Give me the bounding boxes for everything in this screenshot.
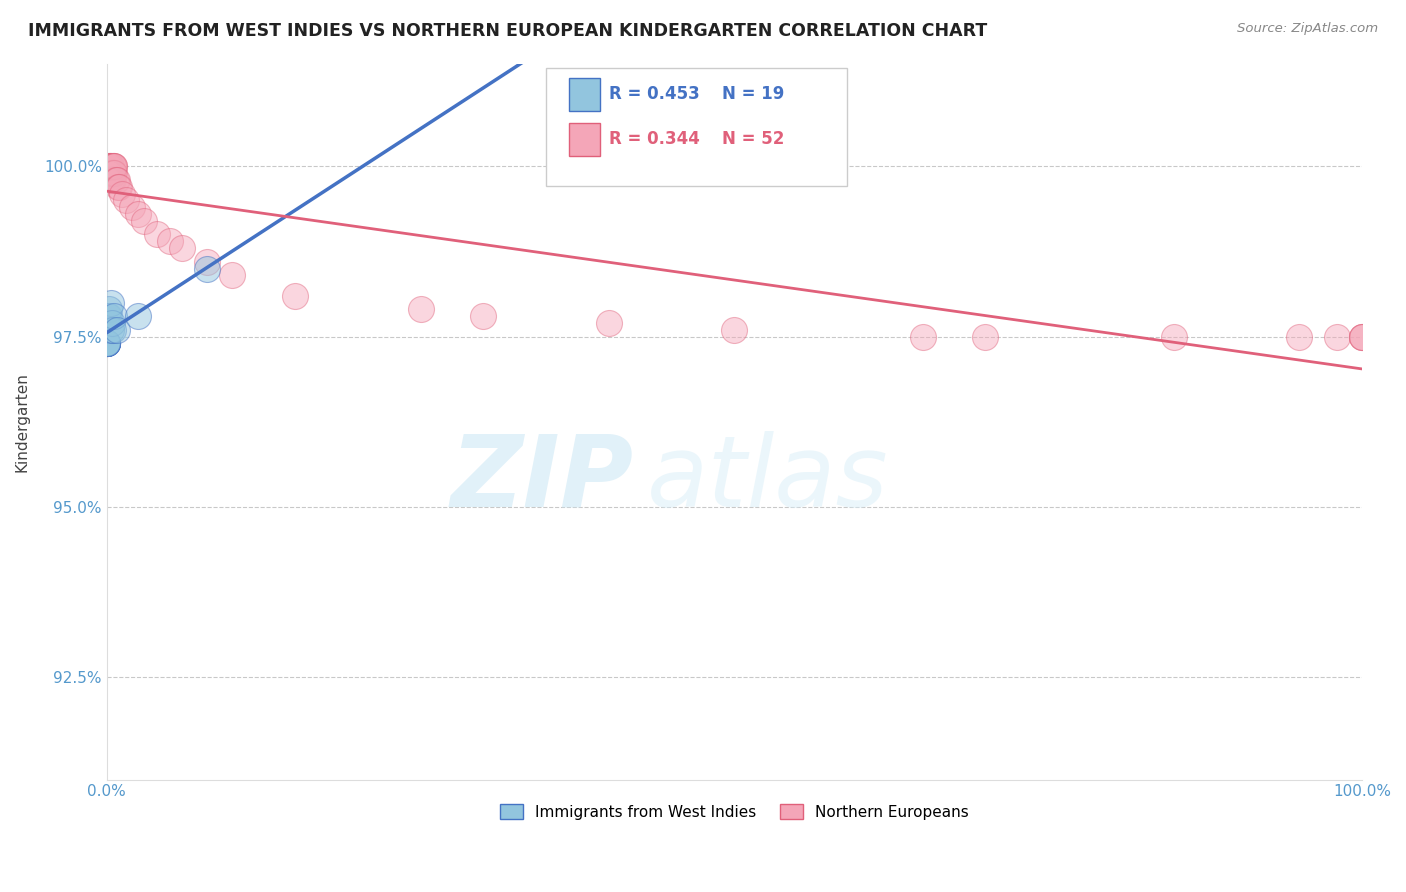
Point (221, 268, 243, 283)
FancyBboxPatch shape (546, 68, 848, 186)
Point (170, 241, 193, 255)
Point (1351, 329, 1374, 343)
Point (1351, 329, 1374, 343)
Point (96, 336, 118, 351)
Point (98, 159, 121, 173)
Point (284, 289, 307, 303)
Point (1288, 329, 1310, 343)
Point (105, 323, 128, 337)
Point (974, 329, 997, 343)
Point (96, 336, 118, 351)
Point (101, 166, 124, 180)
Text: atlas: atlas (647, 431, 889, 527)
Point (100, 166, 122, 180)
Text: N = 52: N = 52 (721, 130, 785, 148)
Point (97, 309, 120, 323)
Point (101, 159, 124, 173)
Point (100, 166, 122, 180)
Point (127, 309, 149, 323)
Point (100, 159, 122, 173)
Point (146, 227, 169, 242)
Point (97, 309, 120, 323)
Point (127, 207, 149, 221)
Text: ZIP: ZIP (451, 431, 634, 527)
Text: R = 0.453: R = 0.453 (609, 85, 700, 103)
Point (195, 261, 218, 276)
Point (1351, 329, 1374, 343)
Point (96, 173, 118, 187)
Point (108, 179, 131, 194)
Point (97, 159, 120, 173)
Point (104, 173, 127, 187)
Point (1326, 329, 1348, 343)
Point (100, 166, 122, 180)
Point (96, 336, 118, 351)
Point (101, 166, 124, 180)
Point (100, 173, 122, 187)
Point (121, 200, 143, 214)
Point (911, 329, 934, 343)
Text: IMMIGRANTS FROM WEST INDIES VS NORTHERN EUROPEAN KINDERGARTEN CORRELATION CHART: IMMIGRANTS FROM WEST INDIES VS NORTHERN … (28, 22, 987, 40)
Text: R = 0.344: R = 0.344 (609, 130, 700, 148)
Point (100, 316, 122, 330)
Point (100, 323, 122, 337)
Point (103, 166, 125, 180)
Point (97, 159, 120, 173)
Point (96, 336, 118, 351)
Point (97, 166, 120, 180)
Point (107, 179, 129, 194)
Point (159, 234, 181, 248)
Point (472, 309, 495, 323)
Point (100, 295, 122, 310)
Point (98, 166, 121, 180)
FancyBboxPatch shape (568, 78, 600, 111)
Point (1163, 329, 1185, 343)
FancyBboxPatch shape (568, 123, 600, 155)
Point (134, 214, 156, 228)
Point (97, 166, 120, 180)
Point (103, 159, 125, 173)
Point (96, 336, 118, 351)
Point (111, 186, 134, 201)
Point (100, 173, 122, 187)
Point (101, 173, 124, 187)
Point (103, 159, 125, 173)
Text: N = 19: N = 19 (721, 85, 785, 103)
Point (101, 159, 124, 173)
Point (195, 254, 218, 268)
Point (103, 309, 125, 323)
Y-axis label: Kindergarten: Kindergarten (15, 372, 30, 472)
Text: Source: ZipAtlas.com: Source: ZipAtlas.com (1237, 22, 1378, 36)
Point (101, 323, 124, 337)
Point (98, 302, 121, 317)
Point (409, 302, 432, 317)
Point (598, 316, 620, 330)
Point (114, 194, 136, 208)
Point (96, 336, 118, 351)
Point (105, 173, 128, 187)
Point (96, 336, 118, 351)
Point (98, 173, 121, 187)
Point (96, 336, 118, 351)
Legend: Immigrants from West Indies, Northern Europeans: Immigrants from West Indies, Northern Eu… (494, 797, 974, 826)
Point (101, 166, 124, 180)
Point (98, 159, 121, 173)
Point (100, 159, 122, 173)
Point (723, 323, 745, 337)
